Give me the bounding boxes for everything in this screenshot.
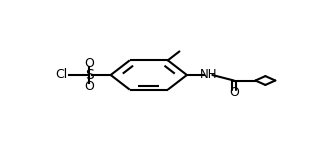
Text: NH: NH: [200, 69, 217, 81]
Text: O: O: [84, 80, 94, 93]
Text: S: S: [85, 68, 94, 82]
Text: O: O: [229, 86, 239, 99]
Text: O: O: [84, 57, 94, 70]
Text: Cl: Cl: [55, 69, 68, 81]
